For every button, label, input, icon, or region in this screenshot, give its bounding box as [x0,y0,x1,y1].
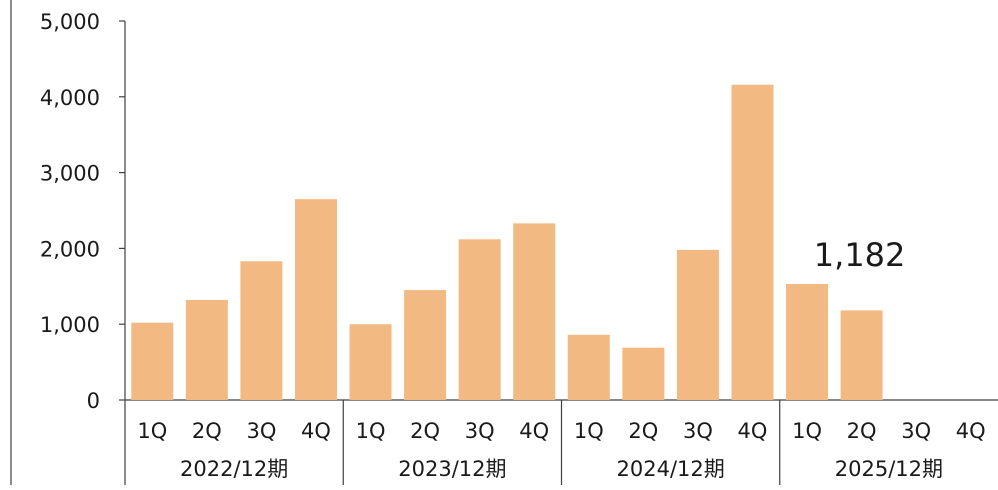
x-tick-label: 1Q [356,419,386,443]
y-tick-label: 4,000 [40,86,100,110]
x-tick-label: 2Q [410,419,440,443]
bar-2025/12期-1Q [786,284,829,400]
x-tick-label: 4Q [519,419,549,443]
bar-2025/12期-2Q [840,310,883,400]
y-tick-label: 1,000 [40,313,100,337]
bar-2022/12期-2Q [185,299,228,400]
group-label: 2022/12期 [180,457,288,481]
x-tick-label: 1Q [792,419,822,443]
y-tick-label: 5,000 [40,10,100,34]
x-tick-label: 4Q [956,419,986,443]
bar-2022/12期-4Q [294,199,337,400]
bar-2024/12期-3Q [676,249,719,400]
bar-2022/12期-3Q [240,261,283,400]
data-label: 1,182 [814,236,906,274]
bar-2024/12期-1Q [567,334,610,400]
x-tick-label: 2Q [628,419,658,443]
x-tick-label: 2Q [192,419,222,443]
bar-2024/12期-2Q [622,347,665,400]
bar-2023/12期-4Q [513,223,556,400]
x-tick-label: 4Q [301,419,331,443]
bar-2023/12期-3Q [458,239,501,400]
labels-layer: 0 1,000 2,000 3,000 4,000 5,000 1Q 2Q 3Q 4Q 2022/1… [40,10,986,481]
x-tick-label: 3Q [465,419,495,443]
x-tick-label: 3Q [901,419,931,443]
group-label: 2023/12期 [398,457,506,481]
x-tick-label: 1Q [137,419,167,443]
bars-layer [131,84,883,400]
bar-2024/12期-4Q [731,84,774,400]
x-tick-label: 3Q [246,419,276,443]
group-label: 2024/12期 [617,457,725,481]
y-tick-label: 2,000 [40,237,100,261]
bar-2023/12期-2Q [404,290,447,400]
y-tick-label: 3,000 [40,162,100,186]
x-tick-label: 3Q [683,419,713,443]
x-tick-label: 1Q [574,419,604,443]
y-tick-label: 0 [87,389,100,413]
bar-2022/12期-1Q [131,322,174,400]
bar-2023/12期-1Q [349,324,392,400]
group-label: 2025/12期 [835,457,943,481]
x-tick-label: 4Q [738,419,768,443]
x-tick-label: 2Q [847,419,877,443]
